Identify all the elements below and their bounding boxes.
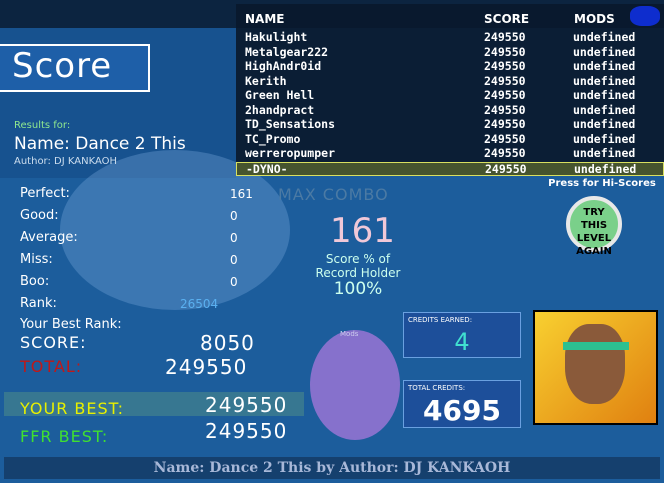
table-row[interactable]: -DYNO- 249550 undefined — [236, 161, 664, 176]
your-best-band — [4, 392, 304, 416]
judgement-label: Average: — [20, 230, 78, 245]
ffr-best-value: 249550 — [205, 419, 288, 443]
row-name: 2handpract — [245, 102, 315, 117]
pct-value: 100% — [333, 279, 383, 299]
max-combo-label: MAX COMBO — [278, 185, 389, 204]
table-row[interactable]: TC_Promo 249550 undefined — [236, 131, 664, 148]
mods-label: Mods — [340, 330, 359, 338]
header-name: NAME — [245, 12, 285, 26]
row-name: HighAndr0id — [245, 59, 322, 73]
row-score: 249550 — [484, 88, 526, 102]
total-credits-value: 4695 — [423, 394, 501, 427]
your-best-label: YOUR BEST: — [20, 399, 125, 418]
song-name: Name: Dance 2 This — [14, 134, 186, 154]
title-box — [0, 44, 150, 92]
results-for-label: Results for: — [14, 120, 71, 131]
table-row[interactable]: Green Hell 249550 undefined — [236, 89, 664, 104]
total-value: 249550 — [165, 355, 248, 379]
row-score: 249550 — [484, 102, 526, 117]
row-mods: undefined — [573, 117, 636, 131]
avatar — [533, 310, 658, 425]
hiscores-figure-icon[interactable] — [630, 6, 660, 26]
judgement-value: 161 — [230, 187, 253, 201]
try-again-button[interactable]: TRY THIS LEVEL AGAIN — [566, 196, 622, 257]
table-row[interactable]: 2handpract 249550 undefined — [236, 102, 664, 119]
table-row[interactable]: TD_Sensations 249550 undefined — [236, 118, 664, 133]
judgement-label: Perfect: — [20, 186, 70, 201]
row-mods: undefined — [573, 88, 636, 102]
row-score: 249550 — [484, 117, 526, 131]
press-hiscores-button[interactable]: Press for Hi-Scores — [548, 178, 656, 189]
row-mods: undefined — [573, 73, 636, 88]
total-label: TOTAL: — [20, 357, 83, 376]
row-score: 249550 — [485, 161, 527, 176]
hiscores-board: NAME SCORE MODS Hakulight 249550 undefin… — [236, 4, 664, 176]
judgement-value: 0 — [230, 231, 238, 245]
try-line-2: LEVEL — [576, 233, 612, 244]
row-score: 249550 — [484, 59, 526, 73]
row-score: 249550 — [484, 30, 526, 44]
credits-earned-box: CREDITS EARNED: 4 — [403, 312, 521, 358]
score-label: SCORE: — [20, 333, 87, 352]
row-mods: undefined — [574, 161, 637, 176]
row-mods: undefined — [573, 102, 636, 117]
row-name: Kerith — [245, 73, 287, 88]
total-credits-label: TOTAL CREDITS: — [408, 384, 466, 392]
best-rank-label: Your Best Rank: — [20, 317, 122, 332]
page-title: Score — [12, 46, 113, 86]
try-line-3: AGAIN — [576, 246, 612, 257]
dancer-silhouette — [60, 150, 290, 310]
row-name: werreropumper — [245, 146, 336, 160]
row-name: TD_Sensations — [245, 117, 336, 131]
max-combo-value: 161 — [330, 211, 395, 251]
row-mods: undefined — [573, 146, 636, 160]
table-row[interactable]: Hakulight 249550 undefined — [236, 31, 664, 46]
table-row[interactable]: Kerith 249550 undefined — [236, 73, 664, 90]
ffr-best-label: FFR BEST: — [20, 427, 109, 446]
footer-song-info: Name: Dance 2 This by Author: DJ KANKAOH — [4, 457, 660, 479]
judgement-label: Rank: — [20, 296, 57, 311]
row-name: Hakulight — [245, 30, 308, 44]
row-score: 249550 — [484, 146, 526, 160]
author: Author: DJ KANKAOH — [14, 156, 118, 167]
your-best-value: 249550 — [205, 393, 288, 417]
score-value: 8050 — [200, 331, 255, 355]
row-name: TC_Promo — [245, 131, 301, 146]
header-score: SCORE — [484, 12, 530, 26]
table-row[interactable]: HighAndr0id 249550 undefined — [236, 60, 664, 75]
judgement-value: 26504 — [180, 297, 219, 311]
total-credits-box: TOTAL CREDITS: 4695 — [403, 380, 521, 428]
row-mods: undefined — [573, 59, 636, 73]
header-mods: MODS — [574, 12, 615, 26]
judgement-value: 0 — [230, 253, 238, 267]
credits-earned-label: CREDITS EARNED: — [408, 316, 473, 324]
pct-label-2: Record Holder — [315, 266, 401, 280]
judgement-value: 0 — [230, 209, 238, 223]
judgement-label: Boo: — [20, 274, 50, 289]
row-score: 249550 — [484, 44, 526, 59]
judgement-label: Good: — [20, 208, 59, 223]
row-mods: undefined — [573, 44, 636, 59]
row-name: -DYNO- — [246, 161, 288, 176]
judgement-value: 0 — [230, 275, 238, 289]
judgement-label: Miss: — [20, 252, 53, 267]
try-line-1: TRY THIS — [580, 207, 608, 231]
row-name: Green Hell — [245, 88, 315, 102]
pct-label-1: Score % of — [325, 252, 391, 266]
mods-circle — [310, 330, 400, 440]
credits-earned-value: 4 — [454, 328, 470, 356]
row-score: 249550 — [484, 131, 526, 146]
row-name: Metalgear222 — [245, 44, 329, 59]
table-row[interactable]: werreropumper 249550 undefined — [236, 147, 664, 162]
row-mods: undefined — [573, 30, 636, 44]
row-score: 249550 — [484, 73, 526, 88]
row-mods: undefined — [573, 131, 636, 146]
table-row[interactable]: Metalgear222 249550 undefined — [236, 44, 664, 61]
